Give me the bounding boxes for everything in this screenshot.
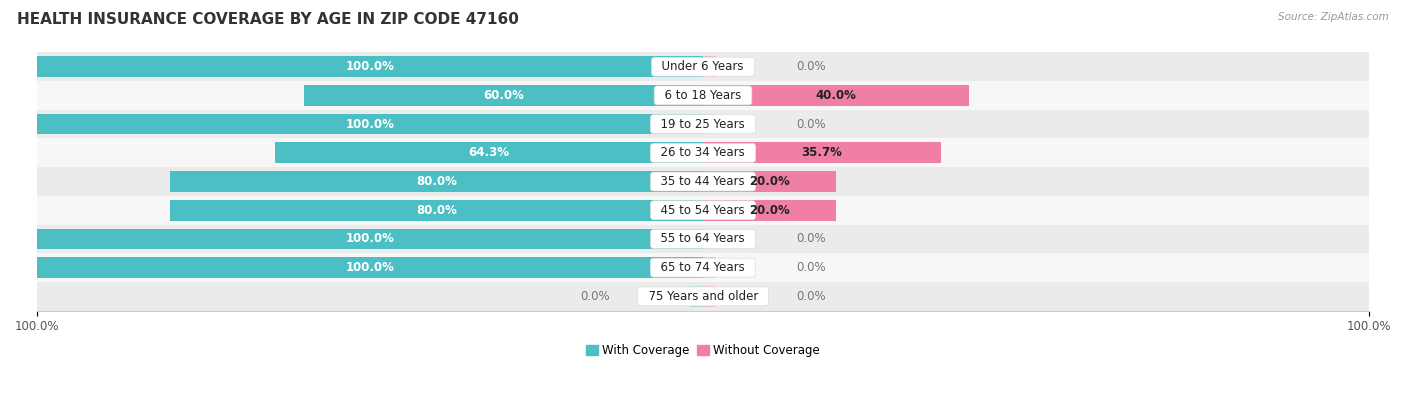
- Bar: [276, 142, 703, 163]
- Bar: [703, 200, 837, 220]
- Text: 80.0%: 80.0%: [416, 204, 457, 217]
- Legend: With Coverage, Without Coverage: With Coverage, Without Coverage: [581, 339, 825, 361]
- Text: 0.0%: 0.0%: [581, 290, 610, 303]
- Bar: [690, 286, 703, 307]
- Bar: [170, 200, 703, 220]
- Bar: [37, 282, 1369, 311]
- Text: 40.0%: 40.0%: [815, 89, 856, 102]
- Bar: [37, 253, 1369, 282]
- Bar: [37, 257, 703, 278]
- Text: 80.0%: 80.0%: [416, 175, 457, 188]
- Text: 0.0%: 0.0%: [796, 232, 825, 245]
- Text: HEALTH INSURANCE COVERAGE BY AGE IN ZIP CODE 47160: HEALTH INSURANCE COVERAGE BY AGE IN ZIP …: [17, 12, 519, 27]
- Bar: [37, 196, 1369, 225]
- Text: 55 to 64 Years: 55 to 64 Years: [654, 232, 752, 245]
- Bar: [703, 171, 837, 192]
- Text: 100.0%: 100.0%: [346, 60, 395, 73]
- Text: 45 to 54 Years: 45 to 54 Years: [654, 204, 752, 217]
- Text: 20.0%: 20.0%: [749, 175, 790, 188]
- Bar: [37, 114, 703, 134]
- Text: 0.0%: 0.0%: [796, 261, 825, 274]
- Bar: [37, 110, 1369, 139]
- Bar: [37, 139, 1369, 167]
- Text: 75 Years and older: 75 Years and older: [641, 290, 765, 303]
- Text: 0.0%: 0.0%: [796, 117, 825, 131]
- Text: 20.0%: 20.0%: [749, 204, 790, 217]
- Bar: [703, 142, 941, 163]
- Bar: [37, 229, 703, 249]
- Text: 35 to 44 Years: 35 to 44 Years: [654, 175, 752, 188]
- Text: 0.0%: 0.0%: [796, 290, 825, 303]
- Bar: [703, 56, 716, 77]
- Text: 6 to 18 Years: 6 to 18 Years: [657, 89, 749, 102]
- Text: 35.7%: 35.7%: [801, 146, 842, 159]
- Bar: [703, 85, 969, 106]
- Text: 100.0%: 100.0%: [346, 261, 395, 274]
- Text: 100.0%: 100.0%: [346, 232, 395, 245]
- Text: 0.0%: 0.0%: [796, 60, 825, 73]
- Bar: [304, 85, 703, 106]
- Text: 60.0%: 60.0%: [482, 89, 523, 102]
- Bar: [37, 167, 1369, 196]
- Bar: [703, 114, 716, 134]
- Bar: [703, 257, 716, 278]
- Text: Source: ZipAtlas.com: Source: ZipAtlas.com: [1278, 12, 1389, 22]
- Text: 65 to 74 Years: 65 to 74 Years: [654, 261, 752, 274]
- Bar: [170, 171, 703, 192]
- Bar: [37, 81, 1369, 110]
- Text: Under 6 Years: Under 6 Years: [655, 60, 751, 73]
- Bar: [37, 52, 1369, 81]
- Text: 100.0%: 100.0%: [346, 117, 395, 131]
- Text: 19 to 25 Years: 19 to 25 Years: [654, 117, 752, 131]
- Text: 64.3%: 64.3%: [468, 146, 509, 159]
- Bar: [703, 286, 716, 307]
- Text: 26 to 34 Years: 26 to 34 Years: [654, 146, 752, 159]
- Bar: [37, 56, 703, 77]
- Bar: [703, 229, 716, 249]
- Bar: [37, 225, 1369, 253]
